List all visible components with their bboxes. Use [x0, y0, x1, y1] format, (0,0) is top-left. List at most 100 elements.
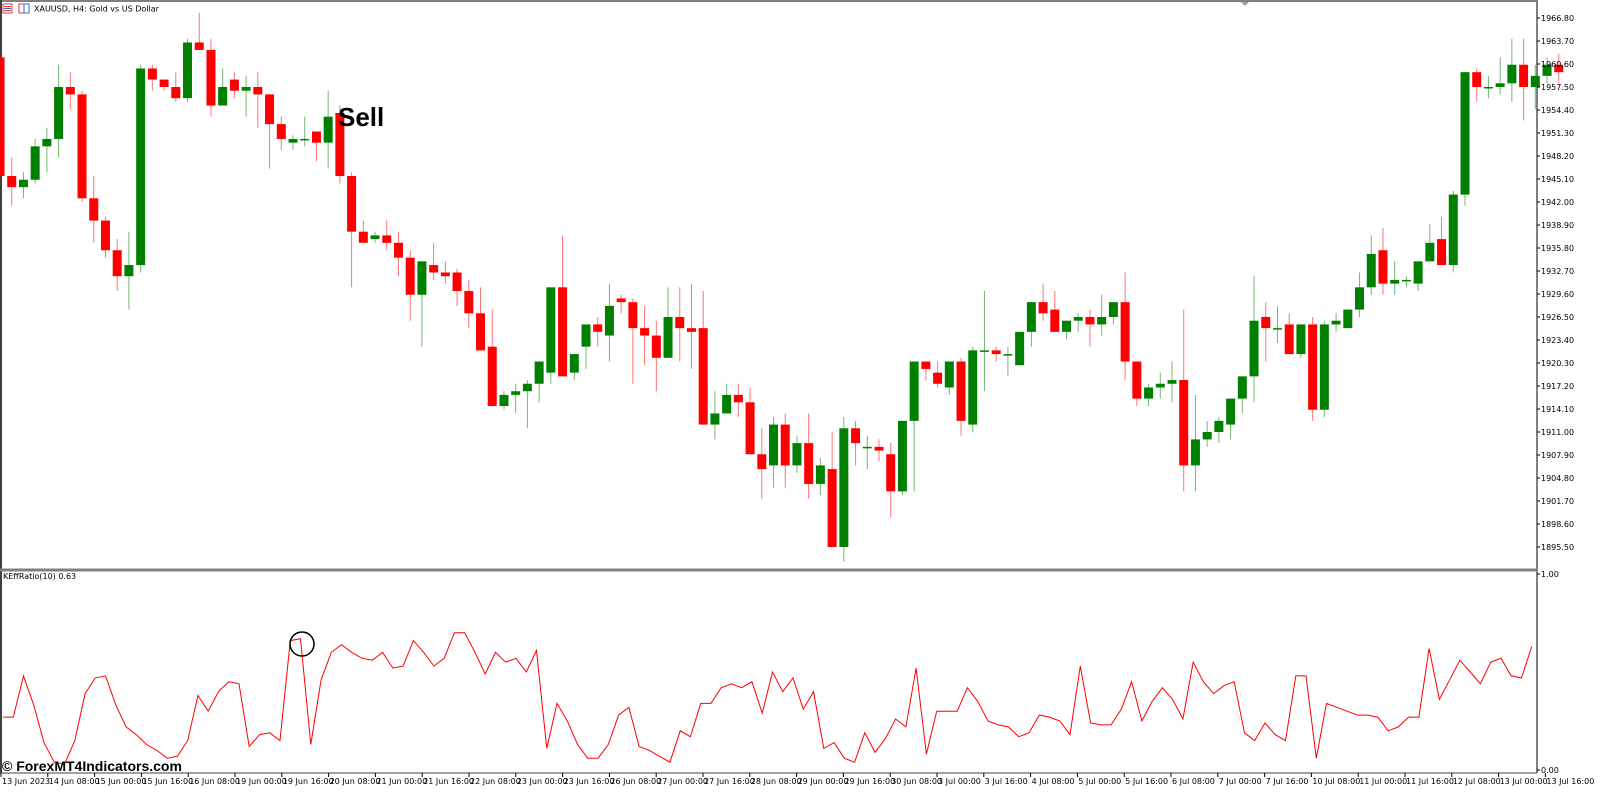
price-tick-label: 1904.80: [1541, 474, 1574, 483]
price-tick-label: 1935.80: [1541, 244, 1574, 253]
candle: [558, 235, 568, 377]
price-tick-label: 1932.70: [1541, 267, 1574, 276]
candle: [569, 354, 579, 381]
candle: [686, 283, 696, 369]
price-tick-label: 1920.30: [1541, 359, 1574, 368]
candle: [206, 38, 216, 117]
candle: [358, 220, 368, 243]
candle: [476, 287, 486, 351]
candle: [1284, 313, 1294, 355]
time-tick-label: 13 Jul 00:00: [1500, 777, 1548, 786]
time-tick-label: 7 Jul 16:00: [1266, 777, 1309, 786]
candle: [1202, 420, 1212, 447]
candle: [663, 287, 673, 358]
time-tick-label: 30 Jun 08:00: [891, 777, 942, 786]
candle: [1120, 272, 1130, 381]
candle: [1437, 216, 1447, 266]
candle: [1390, 261, 1400, 295]
candle: [65, 72, 75, 110]
candle: [886, 443, 896, 518]
candle: [1413, 261, 1423, 292]
time-tick-label: 5 Jul 00:00: [1078, 777, 1121, 786]
candle: [417, 261, 427, 347]
candle: [7, 157, 17, 206]
time-tick-label: 3 Jul 16:00: [985, 777, 1028, 786]
candle: [909, 361, 919, 492]
candle: [487, 309, 497, 407]
candle: [77, 90, 87, 202]
candle: [979, 291, 989, 392]
candle: [100, 216, 110, 258]
indicator-label: KEffRatio(10) 0.63: [3, 572, 76, 581]
chart-list-icon[interactable]: [2, 3, 13, 14]
candle: [253, 72, 263, 128]
time-tick-label: 13 Jul 16:00: [1546, 777, 1594, 786]
candle: [1132, 361, 1142, 407]
candle: [1519, 38, 1529, 121]
time-tick-label: 21 Jun 00:00: [376, 777, 427, 786]
candle: [1062, 320, 1072, 340]
candle: [522, 380, 532, 429]
candle: [1026, 302, 1036, 347]
price-tick-label: 1938.90: [1541, 221, 1574, 230]
candle: [722, 383, 732, 414]
candle: [311, 131, 321, 162]
chart-window-icon[interactable]: [18, 3, 30, 14]
candle: [757, 428, 767, 499]
candle: [1448, 190, 1458, 273]
candle: [218, 68, 228, 106]
candle: [956, 357, 966, 436]
price-tick-label: 1942.00: [1541, 198, 1574, 207]
candle: [792, 435, 802, 473]
candle: [124, 231, 134, 310]
time-tick-label: 4 Jul 08:00: [1032, 777, 1075, 786]
candle: [1495, 57, 1505, 95]
candle: [1237, 376, 1247, 414]
price-tick-label: 1898.60: [1541, 520, 1574, 529]
time-tick-label: 12 Jul 08:00: [1453, 777, 1501, 786]
time-tick-label: 27 Jun 16:00: [704, 777, 755, 786]
candlestick-series: [0, 12, 1564, 562]
candle: [1308, 317, 1318, 421]
candle: [1073, 313, 1083, 332]
candle: [18, 172, 28, 199]
candle: [933, 361, 943, 388]
candle: [393, 231, 403, 277]
candle: [1261, 302, 1271, 362]
shift-marker-icon[interactable]: [1241, 2, 1249, 6]
candle: [1378, 227, 1388, 295]
candle: [745, 387, 755, 455]
price-axis[interactable]: 1966.80 1963.70 1960.60 1957.50 1954.40 1951.…: [1537, 14, 1574, 552]
time-tick-label: 13 Jun 2023: [2, 777, 50, 786]
price-tick-label: 1907.90: [1541, 451, 1574, 460]
candle: [194, 12, 204, 50]
candle: [1038, 283, 1048, 321]
candle: [1460, 72, 1470, 206]
candle: [241, 75, 251, 117]
candle: [546, 287, 556, 384]
candle: [651, 320, 661, 392]
candle: [89, 176, 99, 243]
time-tick-label: 23 Jun 16:00: [564, 777, 615, 786]
candle: [1401, 276, 1411, 288]
time-tick-label: 7 Jul 00:00: [1219, 777, 1262, 786]
candle: [1355, 272, 1365, 317]
time-tick-label: 16 Jun 08:00: [189, 777, 240, 786]
price-tick-label: 1960.60: [1541, 60, 1574, 69]
candle: [1097, 294, 1107, 336]
candle: [183, 38, 193, 102]
chart-title: XAUUSD, H4: Gold vs US Dollar: [34, 5, 160, 14]
candle: [581, 324, 591, 369]
candle: [1425, 224, 1435, 262]
candle: [405, 250, 415, 321]
time-tick-label: 20 Jun 08:00: [330, 777, 381, 786]
time-tick-label: 3 Jul 00:00: [938, 777, 981, 786]
candle: [1296, 324, 1306, 358]
candle: [839, 417, 849, 562]
time-tick-label: 10 Jul 08:00: [1312, 777, 1360, 786]
candle: [1343, 309, 1353, 329]
candle: [370, 231, 380, 243]
time-tick-label: 26 Jun 08:00: [610, 777, 661, 786]
